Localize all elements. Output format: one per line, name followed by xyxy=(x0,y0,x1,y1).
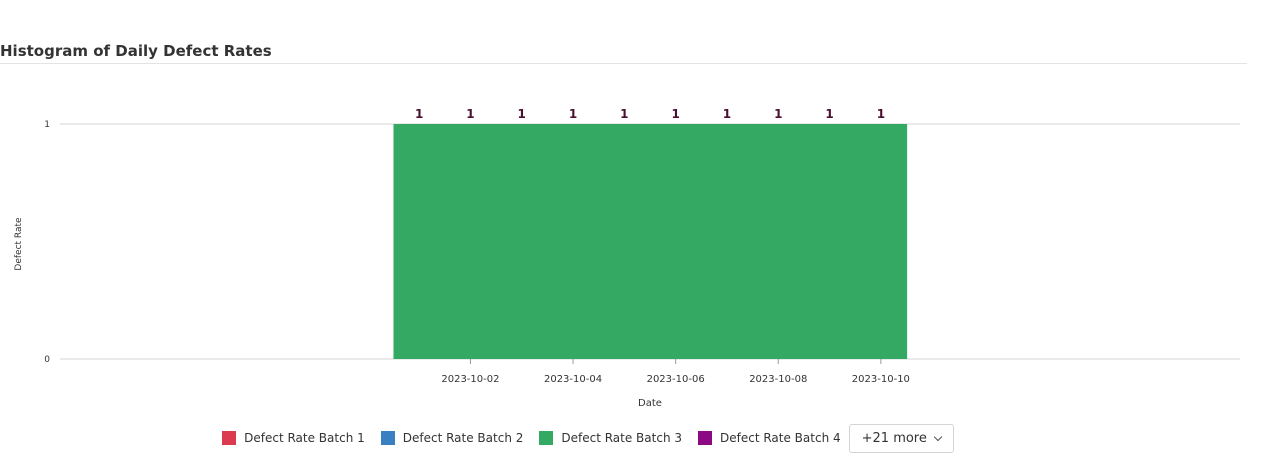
legend-swatch-batch-3 xyxy=(539,431,554,445)
legend-label-batch-3: Defect Rate Batch 3 xyxy=(561,431,682,445)
bar-data-label: 1 xyxy=(774,107,782,121)
legend-label-batch-2: Defect Rate Batch 2 xyxy=(402,431,524,445)
histogram-bar xyxy=(650,124,702,359)
histogram-bar xyxy=(855,124,908,359)
legend-swatch-batch-1 xyxy=(222,431,237,445)
histogram-bar xyxy=(444,124,497,359)
histogram-bar xyxy=(598,124,651,359)
legend-swatch-batch-2 xyxy=(380,431,395,445)
histogram-bar xyxy=(496,124,548,359)
legend-item-batch-4[interactable]: Defect Rate Batch 4 xyxy=(698,431,841,445)
x-tick-label: 2023-10-08 xyxy=(749,374,807,385)
x-tick-label: 2023-10-10 xyxy=(852,374,910,385)
legend-more-label: +21 more xyxy=(861,430,927,446)
legend-label-batch-1: Defect Rate Batch 1 xyxy=(244,431,365,445)
title-divider xyxy=(0,63,1247,64)
chevron-down-icon xyxy=(933,432,943,441)
histogram-bar xyxy=(393,124,446,359)
histogram-bar xyxy=(752,124,805,359)
y-tick-label: 1 xyxy=(44,120,50,130)
bar-data-label: 1 xyxy=(723,107,731,121)
histogram-chart: 0 1 1 1 1 1 1 1 1 1 1 1 2023-10-02 2023-10-04 2023-10-… xyxy=(14,107,1240,409)
chart-legend: Defect Rate Batch 1 Defect Rate Batch 2 … xyxy=(0,422,1176,454)
legend-swatch-batch-4 xyxy=(698,431,712,445)
x-tick-label: 2023-10-04 xyxy=(544,374,602,385)
bar-data-label: 1 xyxy=(466,107,474,121)
bar-data-label: 1 xyxy=(620,107,628,121)
legend-item-batch-2[interactable]: Defect Rate Batch 2 xyxy=(380,431,524,445)
x-tick-label: 2023-10-02 xyxy=(441,374,499,385)
bar-data-label: 1 xyxy=(825,107,833,121)
legend-more-button[interactable]: +21 more xyxy=(848,423,954,453)
bar-data-label: 1 xyxy=(877,107,885,121)
y-tick-label: 0 xyxy=(44,355,50,365)
legend-item-batch-3[interactable]: Defect Rate Batch 3 xyxy=(539,431,682,445)
legend-item-batch-1[interactable]: Defect Rate Batch 1 xyxy=(222,431,365,445)
chart-title: Histogram of Daily Defect Rates xyxy=(0,42,272,60)
x-axis-title: Date xyxy=(638,398,662,409)
histogram-bar xyxy=(547,124,600,359)
y-axis-title: Defect Rate xyxy=(14,217,24,271)
histogram-bar xyxy=(803,124,856,359)
bar-data-label: 1 xyxy=(569,107,577,121)
bar-data-label: 1 xyxy=(415,107,423,121)
bar-data-label: 1 xyxy=(671,107,679,121)
x-tick-label: 2023-10-06 xyxy=(647,374,705,385)
legend-label-batch-4: Defect Rate Batch 4 xyxy=(720,431,841,445)
histogram-bar xyxy=(701,124,754,359)
bar-data-label: 1 xyxy=(518,107,526,121)
